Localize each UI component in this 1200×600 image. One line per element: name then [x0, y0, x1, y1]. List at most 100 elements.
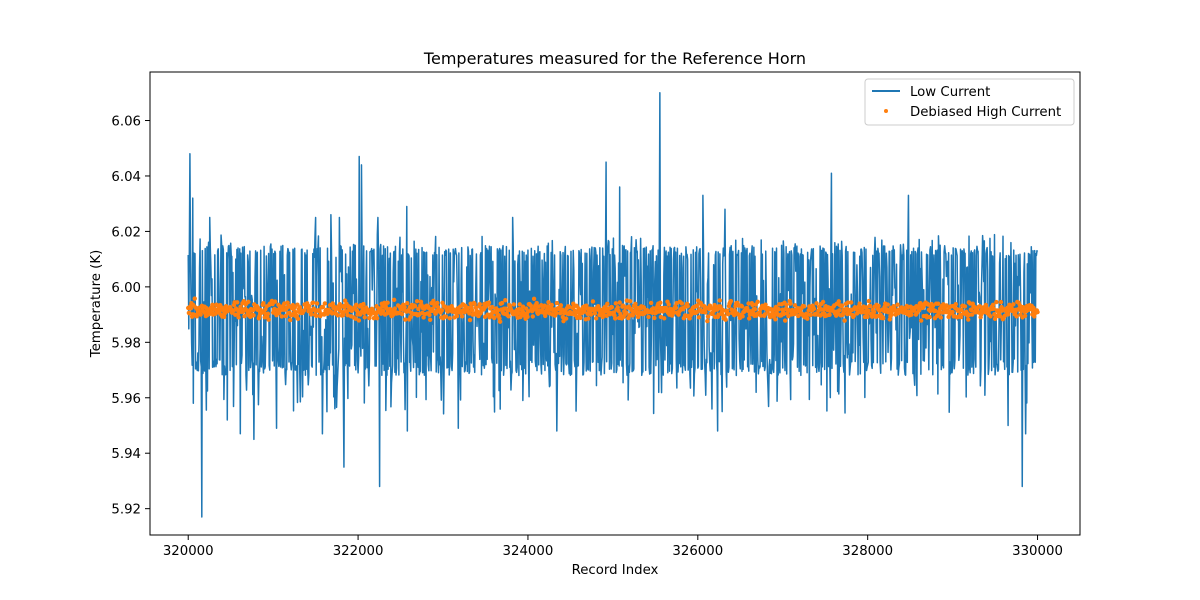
- debiased-high-current-point: [499, 300, 505, 306]
- debiased-high-current-point: [588, 312, 594, 317]
- x-tick-label: 322000: [333, 544, 384, 559]
- debiased-high-current-point: [609, 304, 615, 310]
- y-axis: 5.92 5.94 5.96 5.98 6.00 6.02 6.04 6.06: [111, 115, 150, 518]
- debiased-high-current-point: [308, 312, 314, 317]
- debiased-high-current-point: [881, 316, 886, 321]
- debiased-high-current-point: [811, 306, 817, 311]
- debiased-high-current-point: [283, 313, 288, 319]
- debiased-high-current-point: [511, 302, 517, 307]
- debiased-high-current-point: [671, 310, 677, 315]
- debiased-high-current-point: [746, 301, 751, 306]
- debiased-high-current-point: [235, 300, 240, 305]
- debiased-high-current-point: [633, 301, 638, 307]
- x-axis: 320000 322000 324000 326000 328000 330000: [163, 535, 1063, 559]
- low-current-line: [187, 92, 1039, 518]
- debiased-high-current-point: [630, 313, 636, 318]
- debiased-high-current-point: [402, 305, 407, 310]
- debiased-high-current-point: [486, 300, 492, 305]
- debiased-high-current-point: [773, 317, 778, 322]
- debiased-high-current-point: [885, 302, 891, 307]
- debiased-high-current-point: [592, 311, 598, 316]
- legend-box: [864, 78, 1075, 126]
- debiased-high-current-point: [716, 312, 721, 317]
- debiased-high-current-point: [895, 302, 900, 307]
- debiased-high-current-point: [612, 316, 618, 321]
- debiased-high-current-point: [673, 305, 679, 311]
- debiased-high-current-point: [497, 319, 503, 324]
- debiased-high-current-point: [837, 308, 842, 313]
- debiased-high-current-point: [301, 308, 307, 313]
- debiased-high-current-point: [418, 299, 424, 305]
- debiased-high-current-point: [935, 301, 941, 306]
- debiased-high-current-point: [356, 318, 362, 323]
- debiased-high-current-point: [613, 301, 619, 306]
- debiased-high-current-point: [820, 299, 826, 305]
- debiased-high-current-point: [705, 318, 710, 324]
- debiased-high-current-point: [755, 299, 760, 304]
- debiased-high-current-point: [695, 303, 700, 308]
- debiased-high-current-point: [969, 307, 974, 313]
- debiased-high-current-point: [851, 313, 857, 319]
- debiased-high-current-point: [648, 300, 654, 306]
- debiased-high-current-point: [652, 315, 657, 321]
- debiased-high-current-point: [792, 303, 798, 308]
- y-tick-label: 6.00: [111, 281, 141, 296]
- debiased-high-current-point: [714, 307, 720, 312]
- debiased-high-current-point: [782, 318, 788, 323]
- debiased-high-current-point: [310, 300, 316, 305]
- debiased-high-current-point: [998, 299, 1004, 305]
- debiased-high-current-point: [447, 316, 452, 321]
- debiased-high-current-point: [740, 314, 745, 319]
- x-tick-label: 330000: [1012, 544, 1063, 559]
- debiased-high-current-point: [739, 304, 745, 309]
- debiased-high-current-point: [528, 303, 534, 308]
- debiased-high-current-point: [781, 311, 787, 317]
- debiased-high-current-point: [953, 301, 959, 307]
- debiased-high-current-point: [558, 311, 563, 316]
- debiased-high-current-point: [362, 315, 367, 320]
- x-tick-label: 326000: [672, 544, 723, 559]
- debiased-high-current-point: [261, 301, 266, 306]
- y-tick-label: 5.92: [111, 503, 141, 518]
- debiased-high-current-point: [933, 308, 938, 314]
- debiased-high-current-point: [617, 300, 622, 305]
- debiased-high-current-point: [916, 308, 922, 313]
- x-axis-label: Record Index: [572, 563, 659, 578]
- debiased-high-current-point: [427, 317, 433, 322]
- debiased-high-current-point: [927, 314, 932, 320]
- debiased-high-current-point: [990, 302, 996, 307]
- y-axis-label: Temperature (K): [89, 250, 104, 359]
- debiased-high-current-point: [805, 316, 810, 321]
- debiased-high-current-point: [357, 312, 363, 317]
- debiased-high-current-point: [658, 300, 663, 305]
- y-tick-label: 6.06: [111, 115, 141, 130]
- debiased-high-current-point: [624, 298, 630, 303]
- y-tick-label: 5.98: [111, 336, 141, 351]
- debiased-high-current-point: [427, 312, 432, 318]
- debiased-high-current-point: [371, 315, 377, 321]
- x-tick-label: 324000: [503, 544, 554, 559]
- debiased-high-current-point: [293, 309, 298, 315]
- debiased-high-current-point: [866, 298, 872, 304]
- debiased-high-current-point: [367, 315, 372, 321]
- debiased-high-current-point: [615, 305, 620, 310]
- debiased-high-current-point: [477, 302, 483, 307]
- legend-label-low-current: Low Current: [910, 85, 990, 100]
- debiased-high-current-point: [285, 300, 290, 305]
- debiased-high-current-point: [930, 303, 936, 309]
- debiased-high-current-point: [558, 303, 564, 308]
- debiased-high-current-point: [314, 301, 320, 306]
- debiased-high-current-point: [865, 314, 870, 320]
- debiased-high-current-point: [439, 308, 445, 313]
- debiased-high-current-point: [520, 304, 526, 309]
- debiased-high-current-point: [391, 297, 397, 303]
- debiased-high-current-point: [412, 303, 418, 309]
- debiased-high-current-point: [335, 313, 341, 318]
- debiased-high-current-point: [909, 312, 914, 317]
- debiased-high-current-point: [696, 315, 702, 320]
- debiased-high-current-point: [549, 302, 554, 308]
- debiased-high-current-point: [399, 311, 405, 317]
- debiased-high-current-point: [703, 310, 708, 315]
- series-debiased-high-current: [186, 296, 1040, 324]
